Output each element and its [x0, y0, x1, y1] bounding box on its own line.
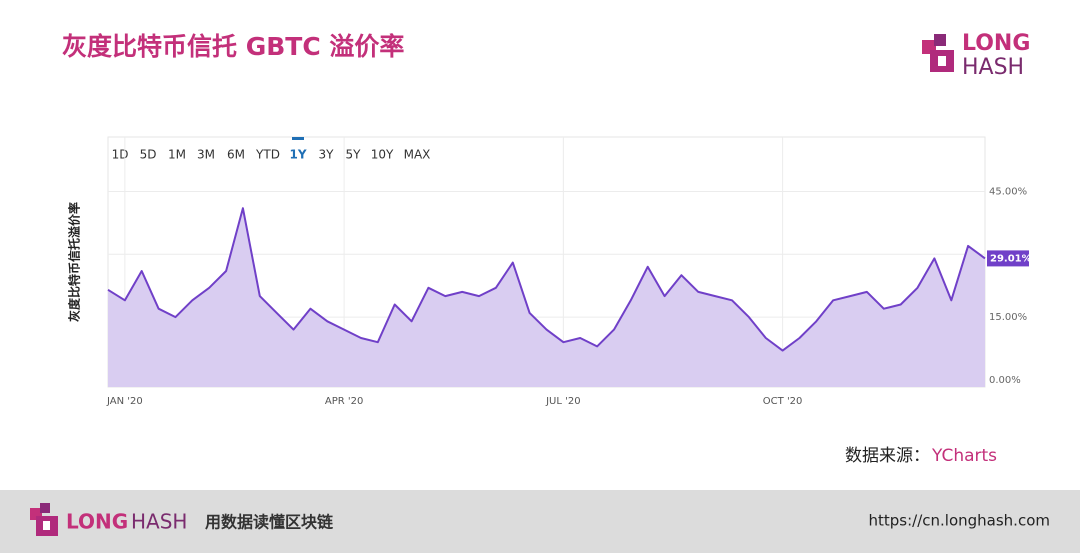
range-button[interactable]: 1M — [168, 148, 186, 162]
range-selected — [292, 137, 304, 140]
y-tick-label: 0.00% — [989, 375, 1021, 386]
range-button[interactable]: 5Y — [346, 148, 362, 162]
value-label-box — [987, 250, 1029, 267]
x-tick-label: APR '20 — [325, 396, 363, 407]
y-tick-label: 15.00% — [989, 312, 1027, 323]
y-axis-label: 灰度比特币信托溢价率 — [67, 202, 82, 322]
logo — [922, 34, 954, 72]
y-tick-label: 45.00% — [989, 186, 1027, 197]
footer-logo — [30, 503, 58, 536]
range-button[interactable]: YTD — [255, 148, 280, 162]
x-tick-label: JUL '20 — [545, 396, 581, 407]
value-label: 29.01% — [990, 253, 1032, 264]
x-tick-label: JAN '20 — [106, 396, 143, 407]
source-label: 数据来源： — [845, 446, 930, 466]
range-button[interactable]: 1Y — [289, 148, 306, 162]
range-button[interactable]: 3M — [197, 148, 215, 162]
range-button[interactable]: 5D — [140, 148, 157, 162]
footer-url[interactable]: https://cn.longhash.com — [869, 512, 1051, 530]
range-button[interactable]: 1D — [112, 148, 129, 162]
range-button[interactable]: 10Y — [371, 148, 394, 162]
range-button[interactable]: 3Y — [319, 148, 335, 162]
range-button[interactable]: 6M — [227, 148, 245, 162]
logo-text: HASH — [962, 55, 1024, 80]
footer-brand: HASH — [131, 510, 187, 534]
title: 灰度比特币信托 GBTC 溢价率 — [62, 32, 404, 61]
line — [107, 207, 986, 352]
footer — [0, 490, 1080, 553]
footer-brand: LONG — [66, 510, 128, 534]
source-name: YCharts — [931, 446, 997, 466]
x-tick-label: OCT '20 — [763, 396, 803, 407]
range-button[interactable]: MAX — [404, 148, 431, 162]
area — [108, 208, 985, 387]
footer-slogan: 用数据读懂区块链 — [205, 513, 334, 532]
logo-text: LONG — [962, 31, 1030, 56]
range-buttons: 1D 5D 1M 3M 6M YTD 1Y 3Y 5Y 10Y MAX — [112, 137, 431, 162]
